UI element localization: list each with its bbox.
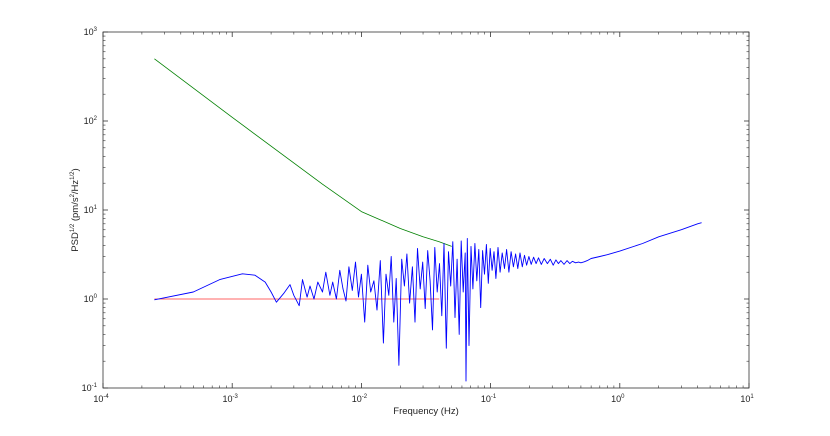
plot-frame: [102, 31, 750, 389]
tick-exponent: -1: [491, 394, 497, 400]
y-axis-title: PSD1/2 (pm/s2/Hz1/2): [70, 168, 81, 251]
y-axis-title-sup: 1/2: [70, 171, 76, 180]
y-axis-title-part: ): [70, 168, 81, 171]
blue-series-line: [154, 222, 702, 382]
green-series-line: [154, 58, 452, 247]
x-tick-label: 10-1: [481, 394, 497, 404]
y-axis-title-part: PSD: [70, 232, 81, 252]
y-tick-label: 101: [84, 205, 98, 215]
x-tick-label: 100: [611, 394, 625, 404]
tick-exponent: 2: [94, 116, 98, 122]
tick-base: 10: [481, 394, 491, 404]
tick-base: 10: [223, 394, 233, 404]
tick-exponent: 1: [750, 394, 754, 400]
tick-base: 10: [84, 294, 94, 304]
tick-exponent: 0: [621, 394, 625, 400]
y-tick-label: 102: [84, 116, 98, 126]
y-axis-title-part: /Hz: [70, 180, 81, 195]
tick-exponent: -3: [233, 394, 239, 400]
tick-base: 10: [93, 394, 103, 404]
x-tick-label: 101: [740, 394, 754, 404]
tick-base: 10: [84, 116, 94, 126]
tick-exponent: 0: [94, 294, 98, 300]
x-tick-label: 10-4: [93, 394, 109, 404]
x-tick-label: 10-3: [223, 394, 239, 404]
tick-exponent: -2: [362, 394, 368, 400]
data-series: [154, 58, 702, 382]
y-tick-label: 10-1: [82, 383, 98, 393]
tick-exponent: -4: [103, 394, 109, 400]
tick-base: 10: [82, 383, 92, 393]
tick-exponent: 1: [94, 205, 98, 211]
tick-base: 10: [84, 27, 94, 37]
x-tick-label: 10-2: [352, 394, 368, 404]
y-axis-title-sup: 1/2: [70, 223, 76, 232]
tick-base: 10: [611, 394, 621, 404]
y-tick-label: 103: [84, 27, 98, 37]
tick-base: 10: [740, 394, 750, 404]
tick-base: 10: [352, 394, 362, 404]
y-tick-label: 100: [84, 294, 98, 304]
y-axis-title-sup: 2: [70, 193, 76, 197]
x-axis-title: Frequency (Hz): [393, 406, 458, 417]
tick-base: 10: [84, 205, 94, 215]
tick-exponent: -1: [92, 383, 98, 389]
tick-exponent: 3: [94, 27, 98, 33]
y-axis-title-part: (pm/s: [70, 197, 81, 224]
